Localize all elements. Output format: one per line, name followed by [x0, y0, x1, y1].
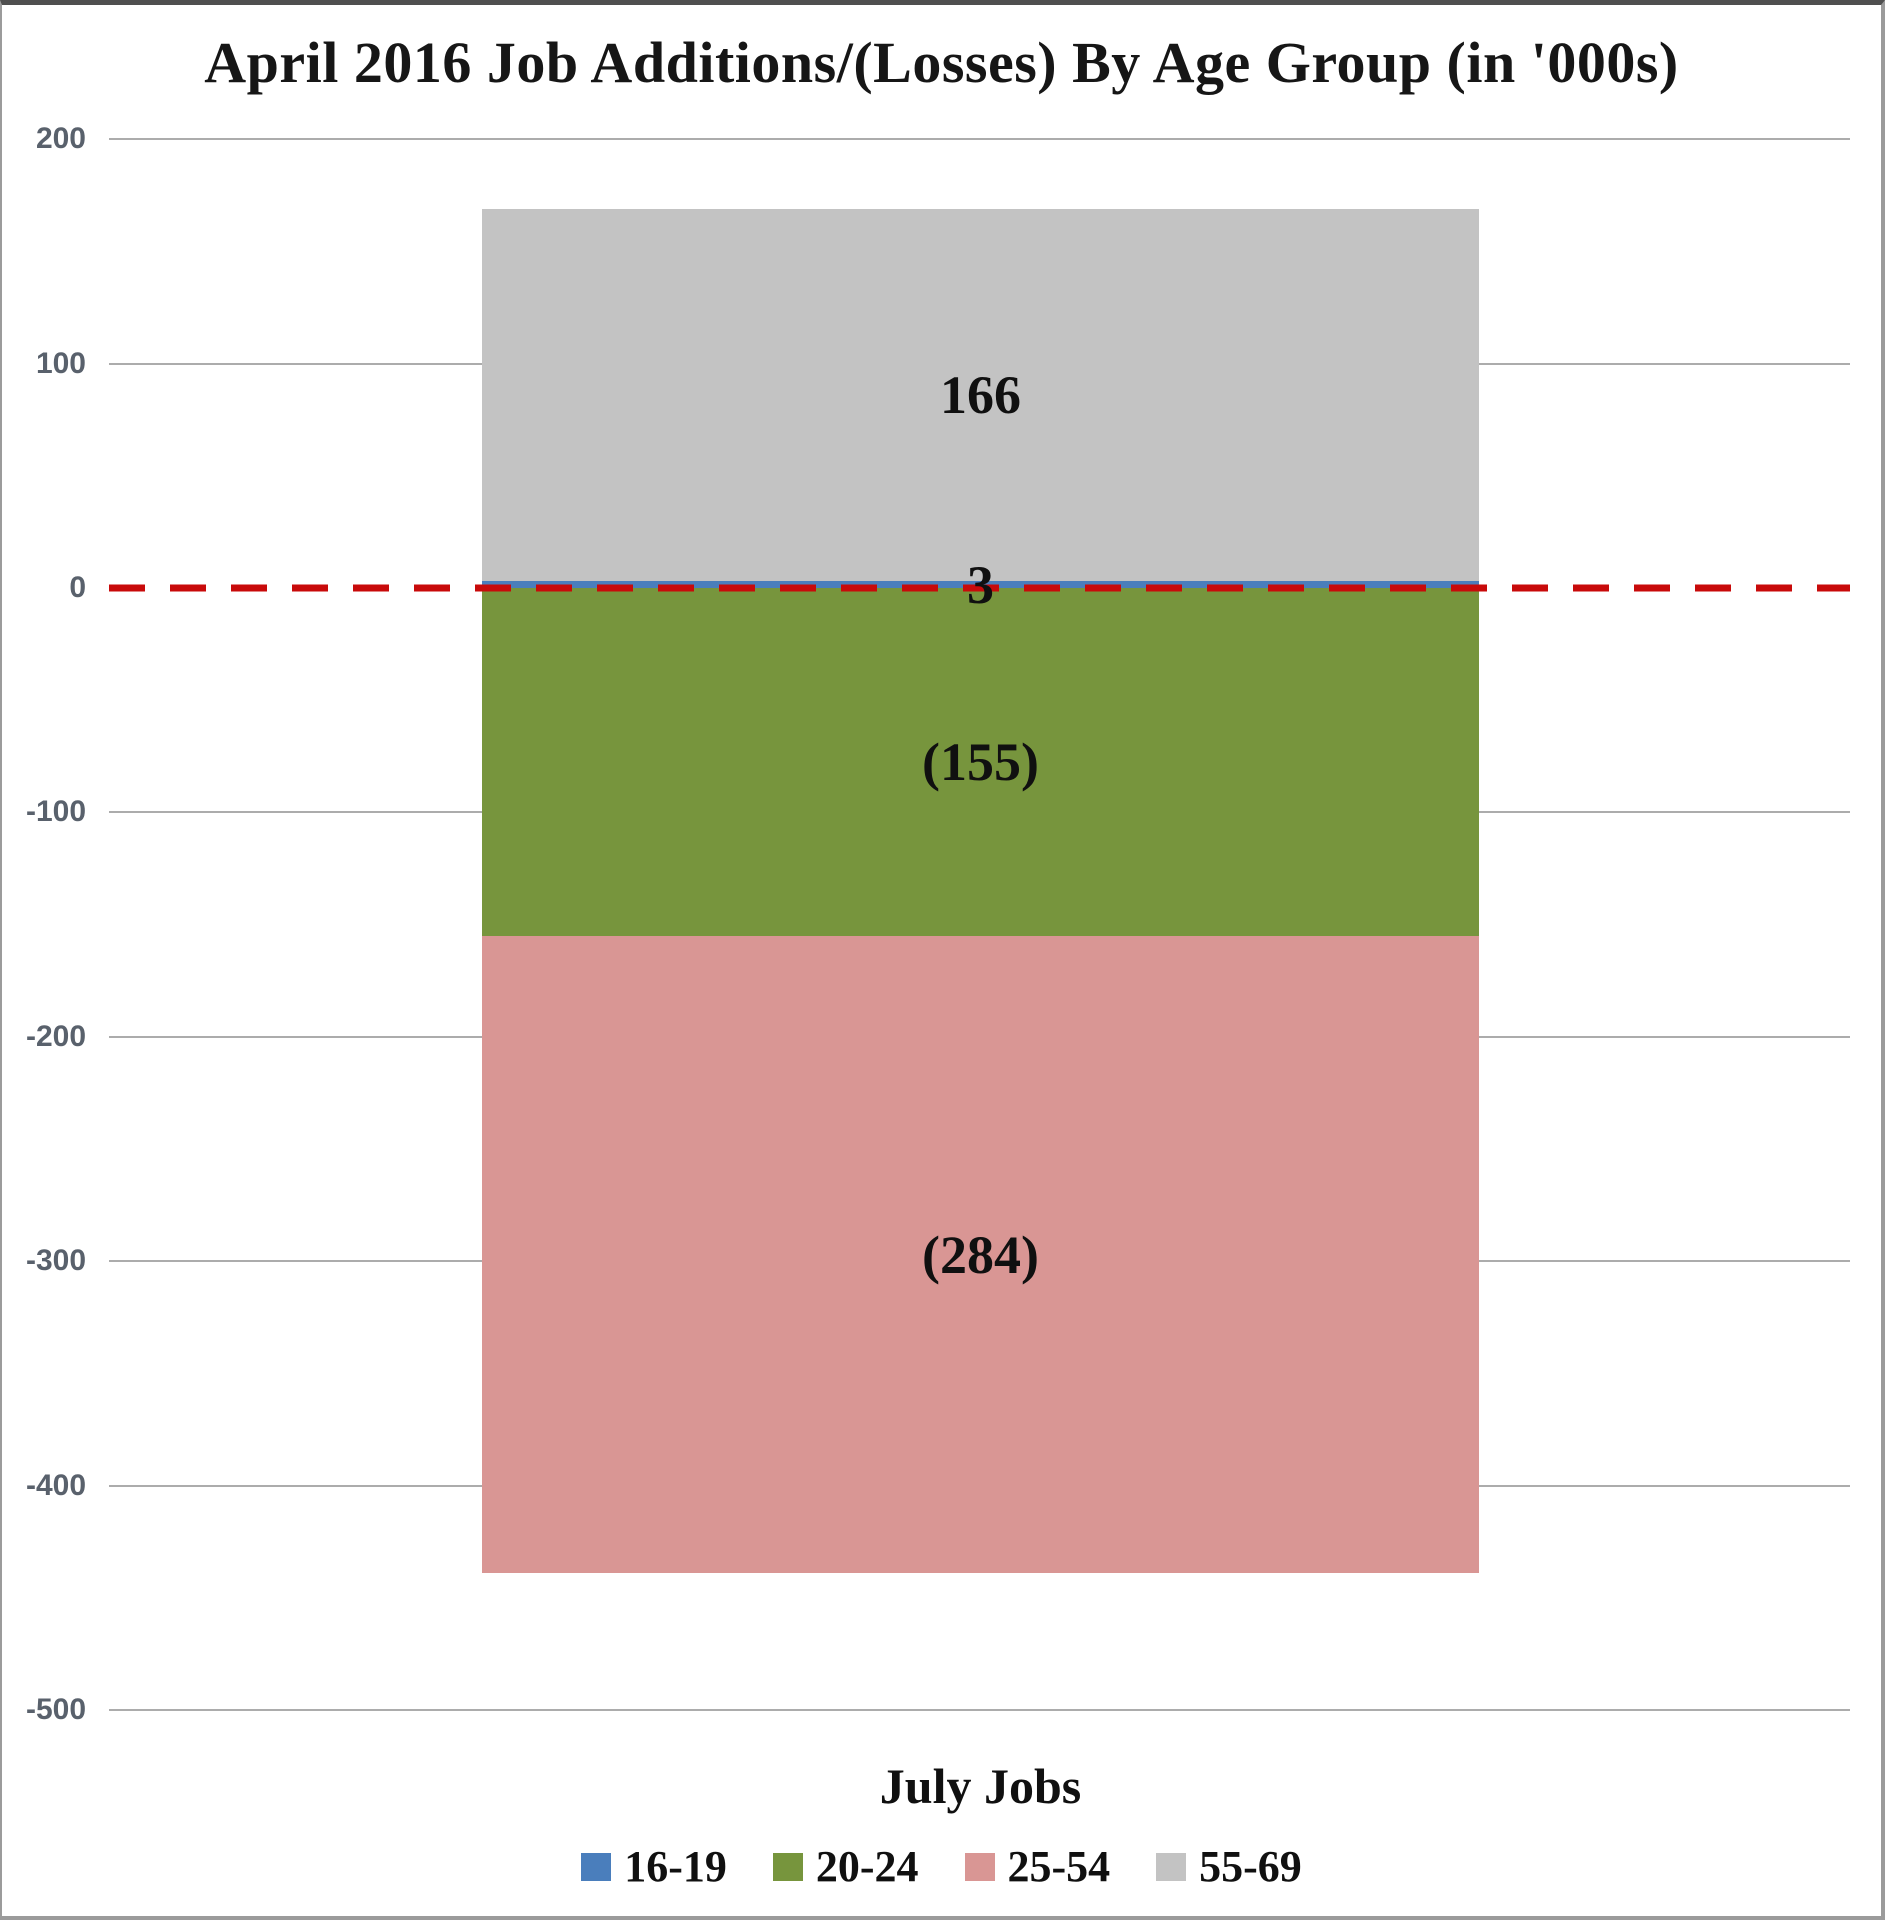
data-label-25-54: (284)	[922, 1224, 1039, 1285]
gridline-y--500	[109, 1709, 1850, 1712]
bar-segment-55-69	[482, 208, 1479, 582]
legend-item-16-19: 16-19	[581, 1845, 727, 1889]
chart-title: April 2016 Job Additions/(Losses) By Age…	[204, 30, 1679, 95]
bar-segment-25-54	[482, 935, 1479, 1574]
y-axis-tick-label: -500	[25, 1693, 86, 1727]
legend-label: 16-19	[624, 1842, 727, 1891]
legend-item-20-24: 20-24	[772, 1842, 919, 1891]
legend-label: 25-54	[1007, 1842, 1111, 1891]
data-label-20-24: (155)	[922, 731, 1039, 792]
y-axis-tick-label: -400	[25, 1468, 86, 1502]
data-label-16-19: 3	[967, 554, 994, 615]
y-axis-tick-label: -300	[25, 1244, 86, 1278]
y-axis-tick-label: 200	[35, 122, 86, 156]
bar-segment-20-24	[482, 588, 1479, 936]
legend-swatch-icon	[772, 1853, 803, 1881]
legend: 16-19 20-24 25-54 55-69	[2, 1845, 1881, 1889]
data-label-55-69: 166	[940, 364, 1021, 425]
legend-label: 20-24	[815, 1842, 919, 1891]
legend-swatch-icon	[964, 1853, 995, 1881]
y-axis-tick-label: 0	[69, 571, 86, 604]
legend-label: 55-69	[1199, 1842, 1302, 1891]
x-axis-category-label: July Jobs	[879, 1758, 1082, 1814]
y-axis-tick-label: -200	[25, 1019, 86, 1053]
zero-reference-dashed-line	[109, 584, 1850, 592]
y-axis-tick-label: 100	[35, 346, 86, 380]
legend-swatch-icon	[581, 1853, 612, 1881]
gridline-y-200	[109, 138, 1850, 141]
y-axis-tick-label: -100	[25, 795, 86, 829]
plot-area: 200 100 0 -100 -200 -300 -400 -500 3 (155) (284) 16…	[2, 5, 1881, 1916]
legend-item-25-54: 25-54	[964, 1842, 1111, 1891]
legend-item-55-69: 55-69	[1156, 1845, 1302, 1889]
legend-swatch-icon	[1156, 1853, 1187, 1881]
